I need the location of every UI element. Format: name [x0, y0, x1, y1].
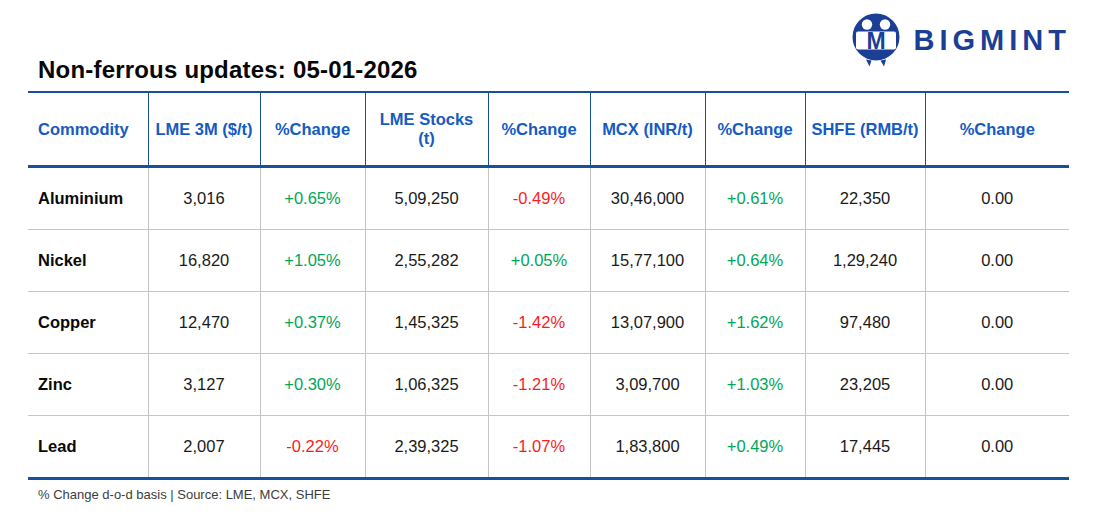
mcx-change-cell: +1.03%	[705, 354, 805, 416]
table-row: Nickel 16,820 +1.05% 2,55,282 +0.05% 15,…	[28, 230, 1069, 292]
commodity-cell: Aluminium	[28, 167, 148, 230]
commodity-cell: Copper	[28, 292, 148, 354]
footnote: % Change d-o-d basis | Source: LME, MCX,…	[38, 487, 330, 502]
mcx-cell: 1,83,800	[590, 416, 705, 479]
shfe-cell: 23,205	[805, 354, 925, 416]
table-row: Lead 2,007 -0.22% 2,39,325 -1.07% 1,83,8…	[28, 416, 1069, 479]
shfe-change-cell: 0.00	[925, 230, 1069, 292]
mcx-change-cell: +1.62%	[705, 292, 805, 354]
lme-stocks-change-cell: -1.07%	[488, 416, 590, 479]
mcx-change-cell: +0.49%	[705, 416, 805, 479]
lme-stocks-cell: 2,39,325	[365, 416, 488, 479]
svg-text:M: M	[866, 28, 885, 54]
mcx-change-cell: +0.61%	[705, 167, 805, 230]
lme-3m-change-cell: +0.65%	[260, 167, 365, 230]
lme-stocks-change-cell: -1.21%	[488, 354, 590, 416]
mcx-cell: 3,09,700	[590, 354, 705, 416]
lme-stocks-cell: 5,09,250	[365, 167, 488, 230]
table-row: Aluminium 3,016 +0.65% 5,09,250 -0.49% 3…	[28, 167, 1069, 230]
shfe-change-cell: 0.00	[925, 292, 1069, 354]
bigmint-logo-icon: M	[851, 13, 901, 67]
lme-stocks-change-cell: +0.05%	[488, 230, 590, 292]
col-header-lme-stocks: LME Stocks (t)	[365, 92, 488, 167]
col-header-shfe-change: %Change	[925, 92, 1069, 167]
lme-3m-cell: 2,007	[148, 416, 260, 479]
mcx-cell: 30,46,000	[590, 167, 705, 230]
commodity-cell: Zinc	[28, 354, 148, 416]
lme-3m-cell: 12,470	[148, 292, 260, 354]
mcx-cell: 13,07,900	[590, 292, 705, 354]
page-title: Non-ferrous updates: 05-01-2026	[38, 56, 418, 84]
lme-3m-change-cell: +0.37%	[260, 292, 365, 354]
lme-stocks-cell: 1,45,325	[365, 292, 488, 354]
table-row: Zinc 3,127 +0.30% 1,06,325 -1.21% 3,09,7…	[28, 354, 1069, 416]
col-header-mcx: MCX (INR/t)	[590, 92, 705, 167]
commodity-cell: Nickel	[28, 230, 148, 292]
col-header-shfe: SHFE (RMB/t)	[805, 92, 925, 167]
commodity-cell: Lead	[28, 416, 148, 479]
brand-logo: M BIGMINT	[851, 13, 1071, 67]
shfe-cell: 1,29,240	[805, 230, 925, 292]
table-row: Copper 12,470 +0.37% 1,45,325 -1.42% 13,…	[28, 292, 1069, 354]
lme-stocks-change-cell: -1.42%	[488, 292, 590, 354]
brand-name: BIGMINT	[914, 26, 1071, 55]
shfe-cell: 22,350	[805, 167, 925, 230]
shfe-change-cell: 0.00	[925, 167, 1069, 230]
shfe-cell: 17,445	[805, 416, 925, 479]
shfe-change-cell: 0.00	[925, 354, 1069, 416]
shfe-cell: 97,480	[805, 292, 925, 354]
lme-stocks-cell: 2,55,282	[365, 230, 488, 292]
commodity-table: Commodity LME 3M ($/t) %Change LME Stock…	[28, 91, 1069, 480]
col-header-mcx-change: %Change	[705, 92, 805, 167]
lme-3m-cell: 3,127	[148, 354, 260, 416]
lme-3m-cell: 16,820	[148, 230, 260, 292]
lme-3m-cell: 3,016	[148, 167, 260, 230]
col-header-lme-3m: LME 3M ($/t)	[148, 92, 260, 167]
col-header-lme-3m-change: %Change	[260, 92, 365, 167]
lme-3m-change-cell: -0.22%	[260, 416, 365, 479]
col-header-commodity: Commodity	[28, 92, 148, 167]
lme-3m-change-cell: +0.30%	[260, 354, 365, 416]
lme-stocks-change-cell: -0.49%	[488, 167, 590, 230]
lme-3m-change-cell: +1.05%	[260, 230, 365, 292]
shfe-change-cell: 0.00	[925, 416, 1069, 479]
header-row: Commodity LME 3M ($/t) %Change LME Stock…	[28, 92, 1069, 167]
mcx-cell: 15,77,100	[590, 230, 705, 292]
page: M BIGMINT Non-ferrous updates: 05-01-202…	[0, 0, 1097, 518]
lme-stocks-cell: 1,06,325	[365, 354, 488, 416]
col-header-lme-stocks-change: %Change	[488, 92, 590, 167]
mcx-change-cell: +0.64%	[705, 230, 805, 292]
